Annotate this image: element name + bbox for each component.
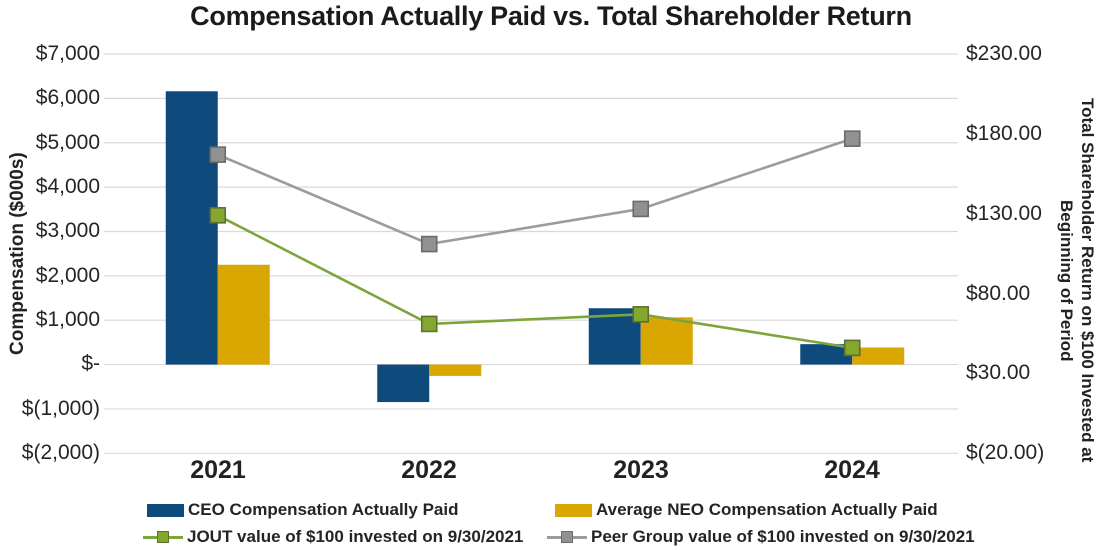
legend-line-marker <box>157 531 169 543</box>
left-axis-tick: $3,000 <box>35 219 100 242</box>
legend-swatch-jout-line <box>143 530 183 544</box>
x-axis-label-2021: 2021 <box>190 456 246 484</box>
left-axis-tick: $7,000 <box>35 42 100 65</box>
x-axis-label-2022: 2022 <box>401 456 457 484</box>
legend-label-ceo: CEO Compensation Actually Paid <box>188 500 459 519</box>
legend-swatch-ceo-bar <box>147 503 184 517</box>
neo-cap-bar <box>852 347 905 365</box>
right-axis-tick: $(20.00) <box>966 441 1045 464</box>
ceo-cap-bar <box>165 91 218 365</box>
left-axis-tick: $4,000 <box>35 175 100 198</box>
left-axis-tick: $6,000 <box>35 86 100 109</box>
right-axis-tick: $230.00 <box>966 42 1042 65</box>
peer-tsr-marker <box>209 146 227 163</box>
left-axis-tick: $5,000 <box>35 131 100 154</box>
neo-cap-bar <box>429 364 482 376</box>
ceo-cap-bar <box>588 308 641 365</box>
ceo-cap-bar <box>800 344 853 365</box>
legend-label-peer: Peer Group value of $100 invested on 9/3… <box>591 527 975 546</box>
left-axis-tick: $(1,000) <box>21 397 100 420</box>
right-axis-tick: $130.00 <box>966 202 1042 225</box>
peer-tsr-marker <box>420 235 438 253</box>
legend-label-neo: Average NEO Compensation Actually Paid <box>596 500 938 519</box>
x-axis-label-2024: 2024 <box>824 456 880 484</box>
jout-tsr-marker <box>209 207 227 224</box>
x-axis-label-2023: 2023 <box>613 456 669 484</box>
ceo-cap-bar <box>377 364 430 403</box>
left-axis-tick: $1,000 <box>35 308 100 331</box>
right-axis-tick: $30.00 <box>966 361 1031 384</box>
peer-tsr-marker <box>843 130 861 147</box>
jout-tsr-marker <box>420 315 438 333</box>
legend-swatch-neo-bar <box>555 503 592 517</box>
legend-item-peer: Peer Group value of $100 invested on 9/3… <box>547 527 975 547</box>
right-axis-tick: $80.00 <box>966 282 1031 305</box>
left-axis-tick: $2,000 <box>35 264 100 287</box>
chart-title: Compensation Actually Paid vs. Total Sha… <box>190 1 912 31</box>
jout-tsr-line <box>217 214 853 350</box>
left-axis-tick: $- <box>81 352 100 375</box>
legend-item-jout: JOUT value of $100 invested on 9/30/2021 <box>143 527 523 547</box>
legend-line-marker <box>561 531 573 543</box>
right-axis-title-line2: Beginning of Period <box>1057 199 1076 362</box>
jout-tsr-marker <box>632 306 650 323</box>
right-axis-tick: $180.00 <box>966 122 1042 145</box>
jout-tsr-marker <box>843 339 861 357</box>
neo-cap-bar <box>217 264 270 365</box>
legend-swatch-peer-line <box>547 530 587 544</box>
left-axis-tick: $(2,000) <box>21 441 100 464</box>
legend-label-jout: JOUT value of $100 invested on 9/30/2021 <box>187 527 524 546</box>
peer-tsr-marker <box>632 200 650 218</box>
peer-tsr-line <box>217 137 853 246</box>
legend-item-ceo: CEO Compensation Actually Paid <box>147 500 458 520</box>
legend-item-neo: Average NEO Compensation Actually Paid <box>555 500 938 520</box>
neo-cap-bar <box>640 317 693 365</box>
right-axis-title-line1: Total Shareholder Return on $100 Investe… <box>1078 98 1097 463</box>
right-axis-title: Total Shareholder Return on $100 Investe… <box>1054 28 1098 533</box>
